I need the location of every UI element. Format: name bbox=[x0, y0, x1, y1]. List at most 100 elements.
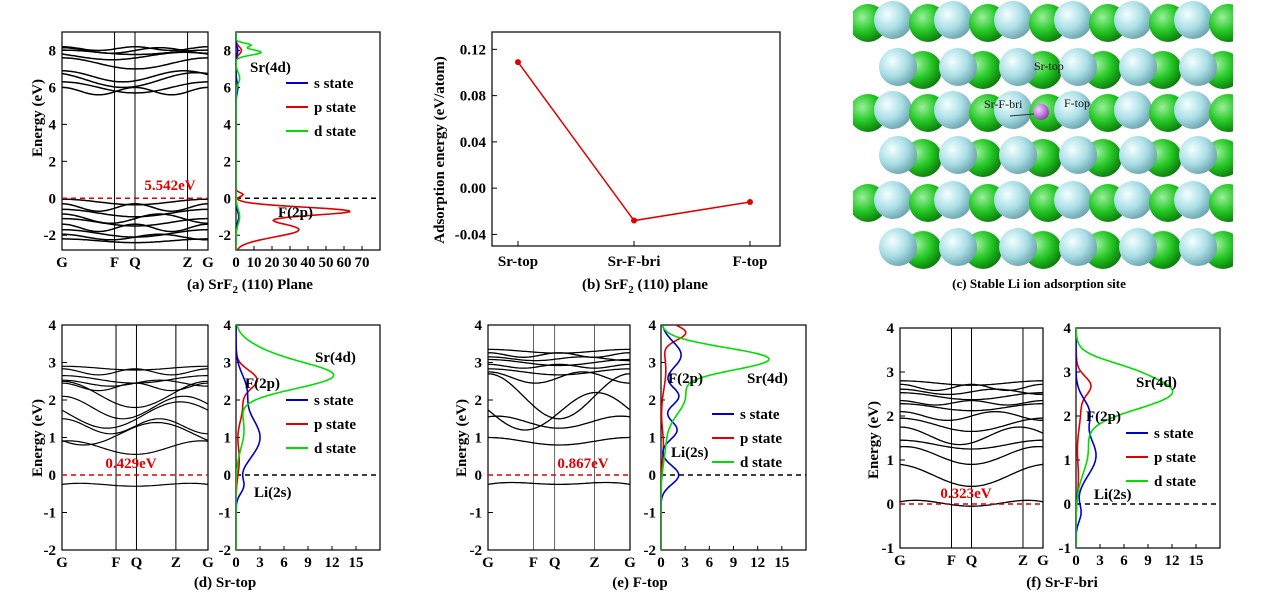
pf-legend-label-p: p state bbox=[1154, 450, 1196, 466]
pd-legend-label-s: s state bbox=[314, 393, 354, 409]
pa-band-line-6 bbox=[62, 71, 208, 89]
pf-dos-s-curve bbox=[1076, 328, 1097, 548]
pe-dos-xtick-label: 6 bbox=[706, 555, 714, 571]
pe-dos-d-curve bbox=[661, 325, 770, 550]
f-atom bbox=[1234, 91, 1262, 129]
f-atom bbox=[1239, 48, 1262, 86]
f-atom bbox=[1114, 1, 1152, 39]
pa-bands bbox=[62, 46, 208, 244]
pa-ytick-label: -2 bbox=[44, 228, 57, 244]
pe-ytick-label: -2 bbox=[470, 543, 483, 559]
pa-ytick-label: 6 bbox=[49, 80, 57, 96]
pe-dos-ytick-label: 0 bbox=[649, 468, 657, 484]
pe-band-line-4 bbox=[488, 363, 630, 369]
pd-ytick-label: 2 bbox=[49, 393, 57, 409]
pf-dos-xtick-label: 12 bbox=[1165, 553, 1180, 569]
panel-c-structure: (c) Stable Li ion adsorption site Sr-top… bbox=[853, 1, 1262, 291]
panel-b-ytick-label: 0.04 bbox=[460, 135, 487, 151]
pe-band-gap-label: 0.867eV bbox=[557, 456, 608, 472]
pd-kpoint-label: G bbox=[56, 555, 68, 571]
pf-ytick-label: 4 bbox=[887, 321, 895, 337]
pe-legend-label-p: p state bbox=[740, 431, 782, 447]
pf-band-line-2 bbox=[900, 388, 1043, 396]
pf-bands bbox=[900, 380, 1043, 507]
panel-b-data-point bbox=[747, 199, 753, 206]
pf-band-line-11 bbox=[900, 463, 1043, 488]
pf-band-line-6 bbox=[900, 410, 1043, 422]
f-atom bbox=[1054, 181, 1092, 219]
pf-kpoint-label: F bbox=[947, 553, 956, 569]
pf-dos-d-curve bbox=[1076, 328, 1174, 548]
f-atom bbox=[874, 91, 912, 129]
f-atom bbox=[1179, 136, 1217, 174]
panel-b-xtick-label: F-top bbox=[733, 254, 768, 270]
pd-band-line-2 bbox=[62, 375, 208, 384]
pa-kpoint-label: Z bbox=[183, 255, 193, 271]
pa-kpoint-label: Q bbox=[129, 255, 141, 271]
pd-dos-xtick-label: 12 bbox=[325, 555, 340, 571]
pe-ytick-label: 4 bbox=[475, 318, 483, 334]
pf-kpoint-label: Z bbox=[1018, 553, 1028, 569]
f-atom bbox=[1114, 181, 1152, 219]
site-label-sr-top: Sr-top bbox=[1034, 59, 1064, 73]
f-atom bbox=[1119, 136, 1157, 174]
pa-band-line-8 bbox=[62, 86, 208, 96]
pd-band-frame bbox=[61, 324, 209, 551]
pa-band-line-3 bbox=[62, 46, 208, 54]
pd-ytick-label: 4 bbox=[49, 318, 57, 334]
f-atom bbox=[1059, 136, 1097, 174]
pf-band-line-1 bbox=[900, 383, 1043, 392]
f-atom bbox=[879, 48, 917, 86]
panel-a-ylabel: Energy (eV) bbox=[30, 79, 46, 157]
panel-b-frame bbox=[491, 31, 781, 247]
pd-band-line-1 bbox=[62, 368, 208, 376]
pa-dos-ytick-label: 2 bbox=[224, 154, 232, 170]
pa-band-line-17 bbox=[62, 238, 208, 244]
f-atom bbox=[1239, 136, 1262, 174]
panel-b-data-point bbox=[515, 59, 521, 66]
panel-b-series-line bbox=[517, 61, 751, 222]
pd-dos-p-curve bbox=[236, 325, 258, 550]
pa-band-line-7 bbox=[62, 81, 208, 94]
pd-band-line-9 bbox=[62, 421, 208, 446]
f-atom bbox=[1059, 48, 1097, 86]
f-atom bbox=[1119, 228, 1157, 266]
pf-dos-xtick-label: 15 bbox=[1189, 553, 1204, 569]
pf-band-line-4 bbox=[900, 399, 1043, 406]
panel-d-ylabel: Energy (eV) bbox=[30, 399, 46, 477]
pd-dos-xtick-label: 3 bbox=[256, 555, 264, 571]
f-atom bbox=[934, 91, 972, 129]
f-atom bbox=[1179, 228, 1217, 266]
pe-dos-curves bbox=[661, 325, 770, 550]
pd-dos-ytick-label: 1 bbox=[224, 431, 232, 447]
sr-atom bbox=[1209, 4, 1233, 42]
pd-band-line-6 bbox=[62, 395, 208, 420]
pe-dos-xtick-label: 12 bbox=[750, 555, 765, 571]
f-atom bbox=[999, 48, 1037, 86]
pd-dos-frame bbox=[235, 324, 381, 551]
pa-dos-xtick-label: 40 bbox=[301, 255, 316, 271]
pf-dos-ytick-label: 2 bbox=[1064, 409, 1072, 425]
pa-dos-d-curve bbox=[236, 32, 263, 250]
pa-dos-ytick-label: 4 bbox=[224, 117, 232, 133]
pa-kpoint-label: G bbox=[202, 255, 214, 271]
panel-b-ytick-label: 0.00 bbox=[460, 181, 486, 197]
pa-ytick-label: 0 bbox=[49, 191, 57, 207]
pf-band-line-5 bbox=[900, 403, 1043, 412]
pd-band-line-10 bbox=[62, 440, 208, 456]
pf-ytick-label: 2 bbox=[887, 409, 895, 425]
pf-dos-xtick-label: 0 bbox=[1072, 553, 1080, 569]
pa-ytick-label: 8 bbox=[49, 43, 57, 59]
panel-e-caption: (e) F-top bbox=[612, 575, 667, 591]
pe-ytick-label: 0 bbox=[475, 468, 483, 484]
pe-dos-xtick-label: 0 bbox=[657, 555, 665, 571]
pe-band-line-6 bbox=[488, 371, 630, 384]
pa-band-line-16 bbox=[62, 233, 208, 241]
pd-dos-ytick-label: -2 bbox=[219, 543, 232, 559]
pe-annotation: Sr(4d) bbox=[747, 371, 788, 387]
pa-band-line-12 bbox=[62, 213, 208, 224]
pe-band-line-2 bbox=[488, 356, 630, 362]
sr-atom bbox=[1209, 94, 1233, 132]
pd-dos-ytick-label: 0 bbox=[224, 468, 232, 484]
